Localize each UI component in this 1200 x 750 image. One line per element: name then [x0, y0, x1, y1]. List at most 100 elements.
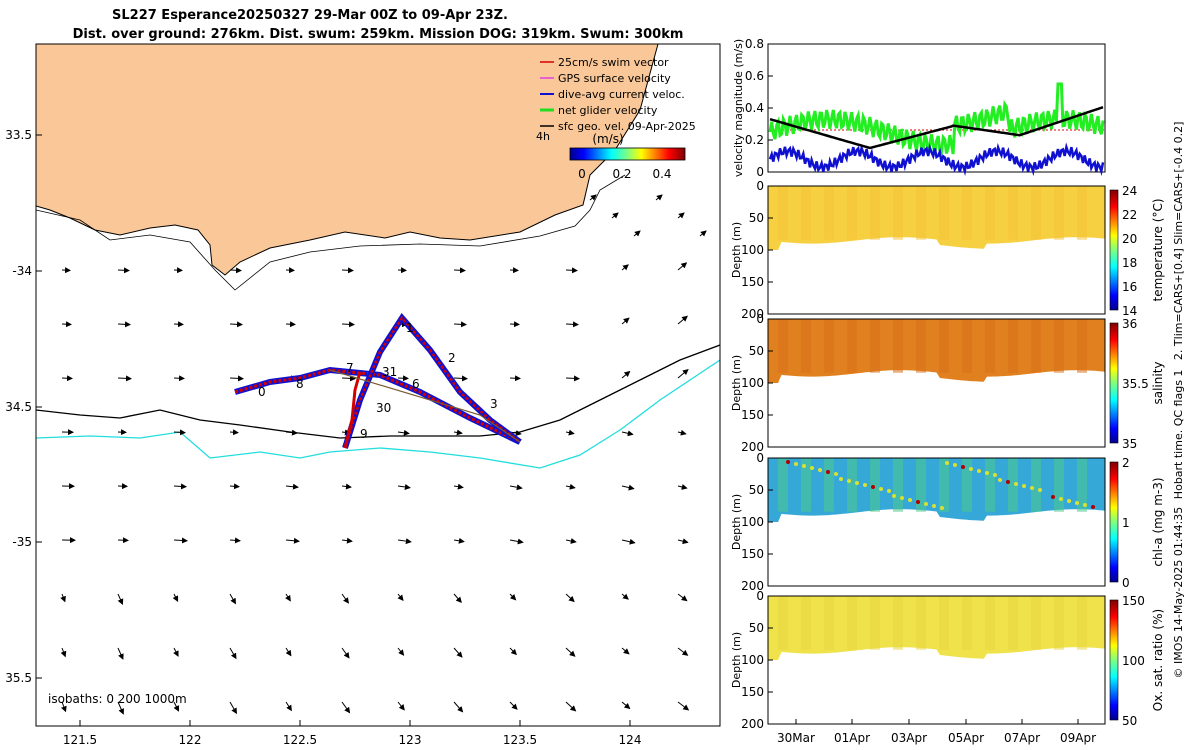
colorbar-label-1: salinity	[1151, 361, 1165, 404]
colorbar-2	[1109, 461, 1119, 583]
map-axes-ticks: 121.5 122 122.5 123 123.5 12433.5-3434.5-3535…	[5, 128, 641, 747]
colorbar-tick-2-0: 0	[1122, 576, 1130, 590]
side-note-tlim: 2. Tlim=CARS+[0.4] Slim=CARS+[-0.4 0.2]	[1172, 122, 1185, 361]
depth-ylabel-3: Depth (m)	[730, 632, 743, 688]
velocity-ytick-2: 0.4	[745, 101, 764, 115]
depth-tick-0-4: 200	[741, 307, 764, 321]
velocity-panel: 0 0.2 0.4 0.6 0.8 velocity magnitude (m/s)	[732, 37, 1106, 179]
depth-ylabel-1: Depth (m)	[730, 355, 743, 411]
sfc-geo-velocity-line	[769, 106, 1104, 150]
map-panel: 1 2 3 6 7 8 9 30 31 0 121.5 122 122.5 123 12…	[5, 43, 721, 747]
map-lat-tick-1: -34	[12, 264, 32, 278]
colorbar-tick-2-1: 1	[1122, 516, 1130, 530]
colorbar-tick-3-0: 50	[1122, 714, 1137, 728]
velocity-ytick-4: 0.8	[745, 37, 764, 51]
legend-4h: 4h	[536, 130, 550, 143]
depth-tick-2-2: 100	[741, 515, 764, 529]
colorbar-tick-3-1: 100	[1122, 654, 1145, 668]
depth-panel-1: 0 50 100 150 200 Depth (m) 35 35.5 36 salinity	[730, 312, 1165, 454]
waypoint-31: 31	[382, 365, 397, 379]
map-lon-tick-2: 122.5	[283, 733, 317, 747]
time-axis: 30Mar 01Apr 03Apr 05Apr 07Apr 09Apr	[777, 719, 1096, 745]
velocity-ytick-1: 0.2	[745, 133, 764, 147]
colorbar-tick-1-1: 35.5	[1122, 377, 1149, 391]
velocity-arrow-field	[60, 194, 707, 715]
map-lon-tick-3: 123	[399, 733, 422, 747]
depth-tick-3-0: 0	[756, 589, 764, 603]
depth-tick-0-3: 150	[741, 275, 764, 289]
time-tick-1: 01Apr	[834, 731, 870, 745]
side-note-limits: © IMOS 14-May-2025 01:44:35 Hobart time.…	[1172, 122, 1185, 679]
waypoint-0: 0	[258, 385, 266, 399]
depth-tick-0-0: 0	[756, 179, 764, 193]
waypoint-labels: 1 2 3 6 7 8 9 30 31 0	[258, 321, 498, 441]
depth-panel-0: 0 50 100 150 200 Depth (m) 14 16 18 20 22 24 tempera…	[730, 179, 1165, 321]
depth-tick-0-2: 100	[741, 243, 764, 257]
time-tick-5: 09Apr	[1060, 731, 1096, 745]
time-tick-3: 05Apr	[948, 731, 984, 745]
colorbar-tick-3-2: 150	[1122, 594, 1145, 608]
colorbar-label-2: chl-a (mg m-3)	[1151, 477, 1165, 566]
waypoint-2: 2	[448, 351, 456, 365]
map-legend: 25cm/s swim vector GPS surface velocity …	[536, 56, 696, 181]
waypoint-8: 8	[296, 377, 304, 391]
map-lon-tick-0: 121.5	[63, 733, 97, 747]
depth-tick-1-1: 50	[749, 344, 764, 358]
colorbar-label-0: temperature (°C)	[1151, 199, 1165, 302]
depth-tick-3-2: 100	[741, 653, 764, 667]
depth-tick-1-2: 100	[741, 376, 764, 390]
colorbar-tick-0-3: 20	[1122, 232, 1137, 246]
map-colorbar-title: (m/s)	[592, 132, 623, 146]
colorbar-1	[1109, 322, 1119, 444]
waypoint-3: 3	[490, 397, 498, 411]
title-line-1: SL227 Esperance20250327 29-Mar 00Z to 09…	[112, 8, 508, 23]
colorbar-3	[1109, 599, 1119, 721]
colorbar-0	[1109, 189, 1119, 311]
colorbar-tick-0-1: 16	[1122, 280, 1137, 294]
depth-tick-1-4: 200	[741, 440, 764, 454]
depth-ylabel-0: Depth (m)	[730, 222, 743, 278]
colorbar-tick-0-0: 14	[1122, 304, 1137, 318]
map-colorbar	[569, 147, 686, 161]
colorbar-tick-0-2: 18	[1122, 256, 1137, 270]
depth-tick-3-3: 150	[741, 685, 764, 699]
depth-tick-1-0: 0	[756, 312, 764, 326]
depth-tick-2-3: 150	[741, 547, 764, 561]
isobath-label: isobaths: 0 200 1000m	[48, 692, 187, 706]
depth-tick-2-0: 0	[756, 451, 764, 465]
side-note-hobart: Hobart time. QC flags 1	[1172, 370, 1185, 500]
waypoint-6: 6	[412, 377, 420, 391]
depth-panel-2: 0 50 100 150 200 Depth (m) 0 1 2 chl-a (mg m-3)	[730, 451, 1165, 593]
map-cbar-tick-1: 0.2	[612, 167, 631, 181]
map-lat-tick-2: 34.5	[5, 400, 32, 414]
title-line-2: Dist. over ground: 276km. Dist. swum: 25…	[73, 27, 684, 42]
waypoint-7: 7	[346, 361, 354, 375]
side-note-copyright: © IMOS 14-May-2025 01:44:35	[1172, 507, 1185, 679]
isobath-1000m	[36, 359, 720, 469]
depth-tick-2-4: 200	[741, 579, 764, 593]
map-lon-tick-1: 122	[179, 733, 202, 747]
depth-tick-3-1: 50	[749, 621, 764, 635]
velocity-ytick-0: 0	[756, 165, 764, 179]
velocity-ytick-3: 0.6	[745, 69, 764, 83]
waypoint-1: 1	[406, 321, 414, 335]
dive-avg-current-line	[768, 142, 1105, 177]
legend-swim-vector: 25cm/s swim vector	[558, 56, 669, 69]
depth-tick-0-1: 50	[749, 211, 764, 225]
waypoint-30: 30	[376, 401, 391, 415]
land-mass	[36, 44, 659, 276]
depth-tick-3-4: 200	[741, 717, 764, 731]
colorbar-tick-1-2: 36	[1122, 317, 1137, 331]
map-lat-tick-4: 35.5	[5, 671, 32, 685]
legend-net-velocity: net glider velocity	[558, 104, 658, 117]
map-cbar-tick-0: 0	[578, 167, 586, 181]
colorbar-tick-0-4: 22	[1122, 208, 1137, 222]
map-lon-tick-4: 123.5	[503, 733, 537, 747]
depth-ylabel-2: Depth (m)	[730, 494, 743, 550]
depth-panel-3: 0 50 100 150 200 Depth (m) 50 100 150 Ox. sat. ra…	[730, 589, 1165, 731]
net-glider-velocity-line	[768, 82, 1105, 155]
map-lat-tick-3: -35	[12, 535, 32, 549]
colorbar-tick-2-2: 2	[1122, 456, 1130, 470]
map-lon-tick-5: 124	[619, 733, 642, 747]
